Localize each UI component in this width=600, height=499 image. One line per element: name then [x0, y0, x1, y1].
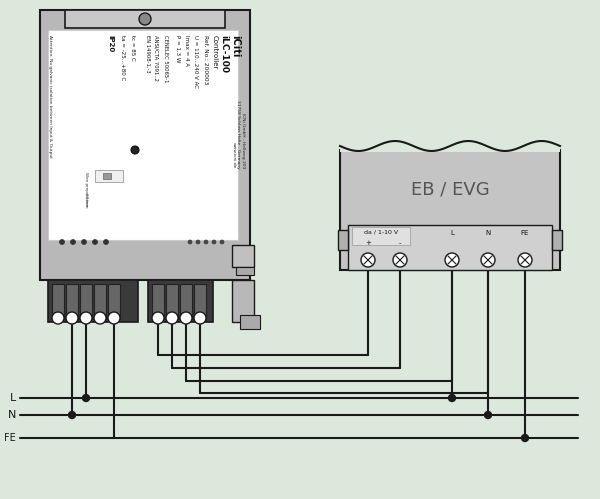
- Circle shape: [449, 395, 455, 402]
- Text: L: L: [10, 393, 16, 403]
- Bar: [348, 225, 552, 270]
- Bar: [108, 284, 120, 319]
- Bar: [340, 138, 560, 152]
- Circle shape: [92, 240, 97, 245]
- Bar: [240, 315, 260, 329]
- Circle shape: [521, 435, 529, 442]
- Circle shape: [194, 312, 206, 324]
- Circle shape: [196, 240, 200, 244]
- Circle shape: [94, 312, 106, 324]
- Text: P = 1,3 W: P = 1,3 W: [175, 35, 180, 62]
- Bar: [148, 280, 213, 322]
- Text: 10 mm: 10 mm: [84, 193, 88, 208]
- Text: Imax = 4 A: Imax = 4 A: [184, 35, 189, 66]
- Circle shape: [52, 312, 64, 324]
- Bar: [48, 280, 138, 322]
- Text: FE: FE: [4, 433, 16, 443]
- Text: N: N: [485, 230, 491, 236]
- Text: FE: FE: [521, 230, 529, 236]
- Text: -: -: [399, 240, 401, 246]
- Circle shape: [212, 240, 216, 244]
- Circle shape: [393, 253, 407, 267]
- Circle shape: [204, 240, 208, 244]
- Bar: [232, 280, 254, 322]
- Circle shape: [68, 412, 76, 419]
- Bar: [152, 284, 164, 319]
- Circle shape: [485, 412, 491, 419]
- Text: Controller: Controller: [212, 35, 218, 69]
- Circle shape: [166, 312, 178, 324]
- Bar: [94, 284, 106, 319]
- Text: EB / EVG: EB / EVG: [410, 181, 490, 199]
- Bar: [340, 150, 560, 270]
- Text: ICNi GmbH - Hellweg 203
31758 Schloss Holte - Germany
www.icni.de: ICNi GmbH - Hellweg 203 31758 Schloss Ho…: [232, 100, 245, 169]
- Bar: [338, 230, 348, 250]
- Text: Attention: No galvanic isolation between Input & Output: Attention: No galvanic isolation between…: [48, 35, 52, 158]
- Bar: [48, 30, 238, 240]
- Circle shape: [71, 240, 76, 245]
- Text: ta = -25...+80 C: ta = -25...+80 C: [120, 35, 125, 80]
- Text: CENELEC 50065-1: CENELEC 50065-1: [163, 35, 168, 82]
- Text: iCiti: iCiti: [230, 35, 240, 57]
- Bar: [232, 245, 254, 267]
- Bar: [40, 10, 250, 280]
- Bar: [194, 284, 206, 319]
- Circle shape: [83, 395, 89, 402]
- Bar: [180, 284, 192, 319]
- Circle shape: [188, 240, 192, 244]
- Circle shape: [80, 312, 92, 324]
- Circle shape: [104, 240, 109, 245]
- Bar: [103, 173, 111, 179]
- Text: N: N: [8, 410, 16, 420]
- Circle shape: [131, 146, 139, 154]
- Text: ANSI/CTA 7091..2: ANSI/CTA 7091..2: [154, 35, 159, 81]
- Circle shape: [82, 240, 86, 245]
- Circle shape: [152, 312, 164, 324]
- Text: da / 1-10 V: da / 1-10 V: [364, 230, 398, 235]
- Text: L: L: [450, 230, 454, 236]
- Bar: [66, 284, 78, 319]
- Circle shape: [139, 13, 151, 25]
- Circle shape: [518, 253, 532, 267]
- Bar: [95, 170, 123, 182]
- Bar: [166, 284, 178, 319]
- Bar: [552, 230, 562, 250]
- Text: +: +: [365, 240, 371, 246]
- Text: Wire preparation: Wire preparation: [84, 172, 88, 207]
- Circle shape: [59, 240, 65, 245]
- Text: EN 14908-1,-3: EN 14908-1,-3: [145, 35, 150, 73]
- Circle shape: [220, 240, 224, 244]
- Text: iLC-100: iLC-100: [219, 35, 228, 73]
- Circle shape: [481, 253, 495, 267]
- Circle shape: [445, 253, 459, 267]
- Bar: [65, 10, 225, 28]
- Circle shape: [180, 312, 192, 324]
- Text: tc = 85 C: tc = 85 C: [130, 35, 135, 61]
- Circle shape: [108, 312, 120, 324]
- Bar: [352, 227, 410, 245]
- Circle shape: [66, 312, 78, 324]
- Circle shape: [361, 253, 375, 267]
- Bar: [52, 284, 64, 319]
- Text: U = 110...240 V AC: U = 110...240 V AC: [193, 35, 198, 88]
- Text: IP20: IP20: [107, 35, 113, 52]
- Bar: [236, 267, 254, 275]
- Text: Ref. No.: 200003: Ref. No.: 200003: [203, 35, 208, 84]
- Bar: [80, 284, 92, 319]
